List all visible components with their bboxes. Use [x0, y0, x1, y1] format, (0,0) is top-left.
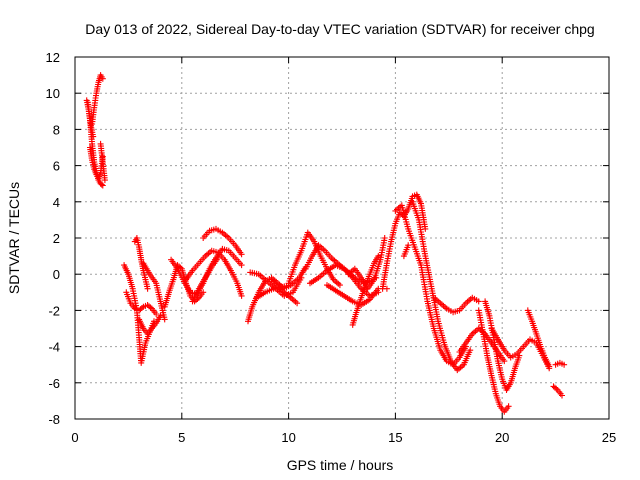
data-point: [505, 403, 512, 410]
data-point: [238, 251, 245, 258]
x-tick-label: 20: [495, 430, 509, 445]
data-point: [161, 316, 168, 323]
series-sat-ak: [400, 242, 412, 260]
series-sat-n: [200, 225, 245, 258]
data-point: [215, 254, 222, 261]
y-tick-labels: -8 -6 -4 -2 0 2 4 6 8 10 12: [46, 50, 609, 427]
data-point: [90, 133, 97, 140]
series-sat-aa: [392, 202, 469, 368]
series-sat-s: [268, 276, 301, 307]
data-point: [546, 363, 553, 370]
series-sat-ae: [475, 307, 512, 415]
series-sat-ab: [409, 198, 474, 374]
series-sat-q: [247, 269, 305, 299]
x-tick-label: 0: [71, 430, 78, 445]
data-point: [153, 311, 160, 317]
data-point: [375, 253, 382, 260]
data-point: [200, 289, 207, 296]
y-tick-label: 12: [46, 50, 60, 65]
data-point: [561, 361, 568, 368]
series-sat-j: [136, 312, 164, 337]
data-marks: [83, 72, 568, 415]
series-sat-y: [349, 253, 382, 328]
series-sat-e: [97, 140, 108, 184]
x-tick-label: 15: [388, 430, 402, 445]
y-tick-label: -8: [48, 412, 60, 427]
y-tick-label: 2: [53, 231, 60, 246]
data-point: [177, 264, 184, 271]
data-point: [336, 282, 343, 289]
series-sat-ah: [524, 307, 553, 370]
y-tick-label: 4: [53, 195, 60, 210]
data-point: [99, 75, 106, 82]
data-point: [238, 292, 245, 299]
chart-title: Day 013 of 2022, Sidereal Day-to-day VTE…: [85, 21, 594, 37]
data-point: [98, 181, 105, 188]
y-tick-label: 6: [53, 159, 60, 174]
data-point: [144, 285, 151, 292]
data-point: [147, 304, 154, 311]
y-tick-label: -2: [48, 303, 60, 318]
y-axis-label: SDTVAR / TECUs: [6, 182, 22, 294]
data-point: [383, 285, 390, 292]
series-sat-g: [123, 289, 160, 317]
series-sat-ai: [552, 359, 568, 368]
series-sat-m: [183, 247, 245, 299]
x-tick-labels: 0 5 10 15 20 25: [71, 57, 616, 445]
series-sat-o: [189, 254, 222, 305]
x-tick-label: 10: [281, 430, 295, 445]
data-point: [475, 298, 482, 305]
data-point: [422, 225, 429, 232]
data-point: [381, 235, 388, 241]
data-point: [157, 312, 164, 319]
data-point: [99, 182, 106, 189]
series-sat-ac: [430, 294, 482, 316]
data-point: [101, 177, 108, 184]
series-sat-w: [324, 282, 382, 308]
data-point: [553, 385, 560, 392]
y-tick-label: 8: [53, 122, 60, 137]
series-sat-al: [383, 285, 390, 292]
series-sat-aj: [550, 383, 565, 399]
data-point: [501, 358, 508, 365]
series-sat-z: [379, 191, 429, 292]
y-tick-label: -6: [48, 376, 60, 391]
series-sat-i: [140, 260, 168, 323]
series-sat-d: [83, 97, 97, 140]
series-sat-ad: [456, 325, 508, 365]
data-point: [405, 242, 412, 249]
data-point: [559, 392, 565, 399]
y-tick-label: -4: [48, 340, 60, 355]
x-tick-label: 5: [178, 430, 185, 445]
data-point: [467, 347, 474, 354]
y-tick-label: 10: [46, 86, 60, 101]
grid: [75, 57, 609, 419]
y-tick-label: 0: [53, 267, 60, 282]
x-tick-label: 25: [602, 430, 616, 445]
data-point: [238, 262, 245, 269]
x-axis-label: GPS time / hours: [287, 457, 394, 473]
data-point: [294, 300, 301, 307]
